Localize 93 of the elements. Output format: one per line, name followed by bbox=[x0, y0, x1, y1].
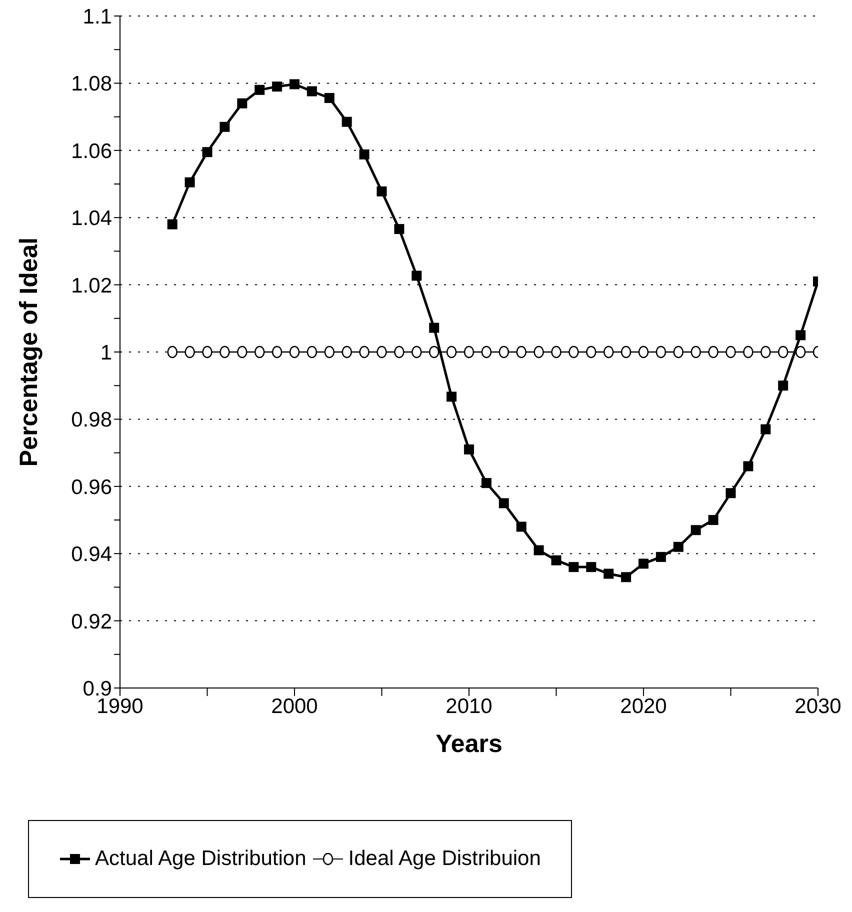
point bbox=[481, 346, 492, 358]
point bbox=[551, 346, 562, 358]
point bbox=[656, 346, 666, 358]
point bbox=[394, 224, 404, 234]
point bbox=[359, 346, 370, 358]
point bbox=[342, 346, 352, 358]
point bbox=[324, 92, 334, 103]
y-tick-label: 1 bbox=[100, 341, 112, 364]
point bbox=[306, 86, 317, 96]
point bbox=[656, 552, 666, 562]
point bbox=[673, 346, 684, 358]
point bbox=[464, 346, 474, 358]
x-tick-label: 2000 bbox=[271, 694, 318, 718]
x-tick-label: 1990 bbox=[96, 694, 144, 718]
point bbox=[481, 478, 492, 488]
point bbox=[376, 346, 387, 358]
point bbox=[603, 346, 614, 358]
point bbox=[184, 346, 195, 358]
point bbox=[726, 488, 736, 498]
point bbox=[638, 558, 648, 569]
point bbox=[516, 522, 526, 532]
y-tick-label: 0.96 bbox=[71, 476, 112, 499]
point bbox=[202, 147, 212, 158]
point bbox=[254, 84, 265, 95]
x-tick-label: 2030 bbox=[794, 694, 842, 718]
point bbox=[568, 562, 579, 572]
point bbox=[586, 346, 596, 358]
point bbox=[708, 515, 718, 525]
point bbox=[534, 545, 544, 556]
point bbox=[621, 572, 632, 582]
point bbox=[306, 346, 318, 358]
point bbox=[167, 346, 178, 358]
point bbox=[464, 444, 474, 454]
point bbox=[376, 186, 387, 196]
point bbox=[551, 555, 562, 566]
point bbox=[760, 424, 771, 434]
point bbox=[412, 270, 422, 281]
point bbox=[498, 346, 510, 358]
point bbox=[167, 219, 178, 230]
point bbox=[796, 330, 806, 340]
point bbox=[726, 346, 736, 358]
y-tick-label: 1.08 bbox=[71, 72, 112, 96]
legend-label: Actual Age Distribution bbox=[95, 847, 306, 871]
point bbox=[237, 98, 248, 108]
point bbox=[498, 498, 509, 508]
point bbox=[394, 346, 404, 358]
point bbox=[534, 346, 544, 358]
point bbox=[620, 346, 632, 358]
point bbox=[604, 568, 614, 579]
point bbox=[673, 542, 684, 552]
y-tick-label: 1.02 bbox=[71, 274, 112, 298]
point bbox=[708, 346, 718, 358]
point bbox=[254, 346, 265, 358]
point bbox=[220, 122, 230, 132]
x-axis-title: Years bbox=[436, 730, 502, 758]
x-tick-label: 2010 bbox=[446, 694, 492, 718]
point bbox=[778, 346, 788, 358]
point bbox=[568, 346, 579, 358]
point bbox=[743, 461, 754, 472]
y-tick-label: 0.94 bbox=[71, 543, 112, 566]
point bbox=[795, 346, 806, 358]
point bbox=[690, 525, 701, 536]
point bbox=[760, 346, 771, 358]
y-tick-label: 0.98 bbox=[71, 408, 112, 432]
point bbox=[412, 346, 422, 358]
point bbox=[778, 380, 788, 391]
y-tick-label: 1.06 bbox=[71, 140, 112, 163]
point bbox=[272, 346, 282, 358]
point bbox=[743, 346, 754, 358]
point bbox=[202, 346, 212, 358]
point bbox=[237, 346, 248, 358]
point bbox=[290, 79, 300, 90]
point bbox=[359, 149, 370, 160]
point bbox=[289, 346, 300, 358]
point bbox=[429, 322, 440, 333]
point bbox=[324, 346, 335, 358]
point bbox=[428, 346, 440, 358]
point bbox=[342, 116, 352, 127]
point bbox=[272, 82, 282, 92]
point bbox=[638, 346, 649, 358]
point bbox=[184, 177, 195, 188]
y-tick-label: 0.92 bbox=[71, 610, 112, 634]
point bbox=[220, 346, 230, 358]
y-axis-title: Percentage of Ideal bbox=[14, 237, 43, 467]
x-tick-label: 2020 bbox=[620, 694, 667, 718]
legend-label: Ideal Age Distribuion bbox=[348, 847, 541, 871]
point bbox=[516, 346, 526, 358]
point bbox=[446, 346, 457, 358]
point bbox=[586, 562, 596, 572]
y-tick-label: 1.04 bbox=[71, 207, 112, 230]
point bbox=[690, 346, 701, 358]
point bbox=[446, 392, 457, 402]
y-tick-label: 1.1 bbox=[82, 5, 112, 28]
